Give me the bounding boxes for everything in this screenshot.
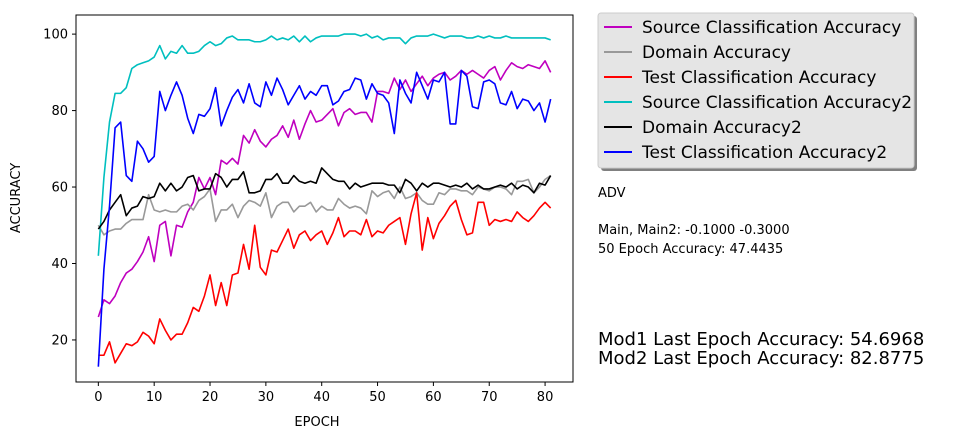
x-tick-label: 80 xyxy=(537,390,554,405)
adv-label: ADV xyxy=(598,186,626,201)
x-tick-label: 20 xyxy=(202,390,219,405)
y-tick-label: 60 xyxy=(51,181,68,196)
legend-label: Test Classification Accuracy2 xyxy=(641,143,887,163)
y-tick-label: 40 xyxy=(51,257,68,272)
legend-label: Source Classification Accuracy xyxy=(642,18,901,38)
x-tick-label: 10 xyxy=(146,390,163,405)
mod2-last-epoch-text: Mod2 Last Epoch Accuracy: 82.8775 xyxy=(598,348,925,369)
y-tick-label: 20 xyxy=(51,333,68,348)
legend: Source Classification Accuracy Domain Acc… xyxy=(597,12,917,171)
x-tick-label: 0 xyxy=(94,390,102,405)
series-line-4 xyxy=(97,33,551,256)
series-line-2 xyxy=(97,174,552,236)
x-tick-label: 30 xyxy=(258,390,275,405)
x-tick-label: 40 xyxy=(313,390,330,405)
x-tick-label: 70 xyxy=(481,390,498,405)
legend-label: Domain Accuracy xyxy=(642,43,791,63)
series-line-1 xyxy=(97,60,552,318)
y-tick-label: 80 xyxy=(51,104,68,119)
legend-label: Domain Accuracy2 xyxy=(642,118,802,138)
epoch50-accuracy-text: 50 Epoch Accuracy: 47.4435 xyxy=(598,242,784,257)
plot-lines xyxy=(97,33,552,367)
main-params-text: Main, Main2: -0.1000 -0.3000 xyxy=(598,223,790,238)
legend-box xyxy=(597,12,915,169)
y-axis-label: ACCURACY xyxy=(9,163,24,233)
y-tick-label: 100 xyxy=(43,28,68,43)
y-axis-ticks: 20 40 60 80 100 xyxy=(43,28,76,348)
legend-label: Test Classification Accuracy xyxy=(641,68,876,88)
legend-label: Source Classification Accuracy2 xyxy=(642,93,912,113)
x-axis-ticks: 0 10 20 30 40 50 60 70 80 xyxy=(94,382,553,405)
mod1-last-epoch-text: Mod1 Last Epoch Accuracy: 54.6968 xyxy=(598,329,925,350)
x-tick-label: 60 xyxy=(425,390,442,405)
plot-frame xyxy=(75,14,574,383)
series-line-3 xyxy=(98,191,552,364)
series-line-5 xyxy=(97,167,552,230)
series-line-6 xyxy=(97,69,552,367)
x-axis-label: EPOCH xyxy=(294,415,339,430)
x-tick-label: 50 xyxy=(369,390,386,405)
